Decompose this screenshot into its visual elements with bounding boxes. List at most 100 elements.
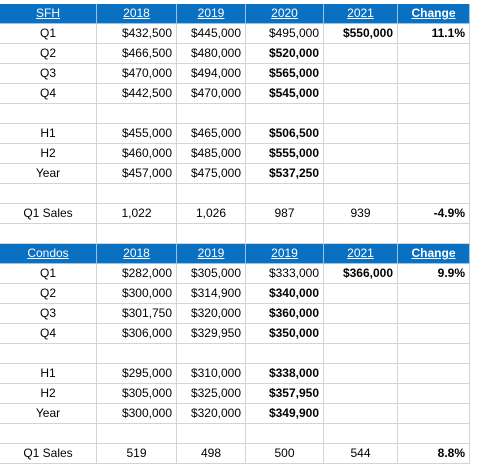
header-cell: 2019	[177, 4, 246, 24]
data-cell: $470,000	[177, 84, 246, 104]
row-label: Year	[0, 164, 97, 184]
data-cell: 987	[246, 204, 324, 224]
data-cell	[177, 344, 246, 364]
data-cell: $360,000	[246, 304, 324, 324]
data-cell: $520,000	[246, 44, 324, 64]
data-cell: $320,000	[177, 404, 246, 424]
data-cell	[324, 124, 398, 144]
data-cell	[324, 284, 398, 304]
row-label: Q3	[0, 304, 97, 324]
data-cell	[324, 424, 398, 444]
data-cell: $333,000	[246, 264, 324, 284]
header-cell: 2018	[97, 4, 177, 24]
data-cell: 1,022	[97, 204, 177, 224]
data-cell	[398, 104, 470, 124]
data-cell	[97, 184, 177, 204]
row-label	[0, 424, 97, 444]
data-cell	[398, 424, 470, 444]
empty-cell	[324, 224, 398, 244]
data-cell	[398, 184, 470, 204]
row-label: Q1	[0, 24, 97, 44]
data-cell: $320,000	[177, 304, 246, 324]
data-cell	[398, 44, 470, 64]
header-cell: 2021	[324, 244, 398, 264]
data-cell	[398, 64, 470, 84]
row-label: Q3	[0, 64, 97, 84]
header-cell: 2020	[246, 4, 324, 24]
data-cell: $494,000	[177, 64, 246, 84]
data-cell	[398, 84, 470, 104]
header-cell: Condos	[0, 244, 97, 264]
data-cell: -4.9%	[398, 204, 470, 224]
data-cell: $470,000	[97, 64, 177, 84]
data-cell: $340,000	[246, 284, 324, 304]
row-label: Q4	[0, 324, 97, 344]
data-cell: $466,500	[97, 44, 177, 64]
data-cell: $310,000	[177, 364, 246, 384]
data-cell	[97, 344, 177, 364]
data-cell: 519	[97, 444, 177, 464]
data-cell	[177, 424, 246, 444]
data-cell: 498	[177, 444, 246, 464]
data-cell: $349,900	[246, 404, 324, 424]
data-cell: $537,250	[246, 164, 324, 184]
data-cell	[324, 164, 398, 184]
data-cell: $545,000	[246, 84, 324, 104]
data-cell: $338,000	[246, 364, 324, 384]
data-cell: $300,000	[97, 284, 177, 304]
data-cell: $305,000	[97, 384, 177, 404]
data-cell	[177, 104, 246, 124]
header-cell: 2021	[324, 4, 398, 24]
row-label: H1	[0, 364, 97, 384]
data-cell: $565,000	[246, 64, 324, 84]
data-cell: 500	[246, 444, 324, 464]
data-cell: $555,000	[246, 144, 324, 164]
row-label	[0, 104, 97, 124]
header-cell: SFH	[0, 4, 97, 24]
data-cell: $325,000	[177, 384, 246, 404]
data-cell	[324, 304, 398, 324]
empty-cell	[0, 224, 97, 244]
data-cell: $306,000	[97, 324, 177, 344]
data-cell	[398, 284, 470, 304]
data-cell	[324, 144, 398, 164]
data-cell: $305,000	[177, 264, 246, 284]
data-cell	[398, 124, 470, 144]
data-cell	[97, 104, 177, 124]
data-cell	[324, 104, 398, 124]
data-cell: $350,000	[246, 324, 324, 344]
data-cell: 9.9%	[398, 264, 470, 284]
data-cell: 1,026	[177, 204, 246, 224]
row-label: Q1 Sales	[0, 444, 97, 464]
row-label: Q2	[0, 284, 97, 304]
data-cell: $455,000	[97, 124, 177, 144]
data-cell: $282,000	[97, 264, 177, 284]
row-label: H1	[0, 124, 97, 144]
data-cell	[246, 424, 324, 444]
data-cell	[324, 84, 398, 104]
empty-cell	[97, 224, 177, 244]
data-cell: $314,900	[177, 284, 246, 304]
header-cell: 2018	[97, 244, 177, 264]
data-cell: $300,000	[97, 404, 177, 424]
data-cell: $457,000	[97, 164, 177, 184]
data-cell: $432,500	[97, 24, 177, 44]
data-cell	[324, 364, 398, 384]
row-label: Year	[0, 404, 97, 424]
data-cell: $445,000	[177, 24, 246, 44]
data-cell	[398, 344, 470, 364]
data-cell: $550,000	[324, 24, 398, 44]
data-cell: $329,950	[177, 324, 246, 344]
empty-cell	[246, 224, 324, 244]
data-cell	[398, 144, 470, 164]
data-cell	[246, 104, 324, 124]
data-cell	[324, 324, 398, 344]
data-cell: $295,000	[97, 364, 177, 384]
row-label	[0, 344, 97, 364]
data-cell	[177, 184, 246, 204]
empty-cell	[398, 224, 470, 244]
data-cell	[97, 424, 177, 444]
data-cell	[398, 304, 470, 324]
data-cell: $475,000	[177, 164, 246, 184]
